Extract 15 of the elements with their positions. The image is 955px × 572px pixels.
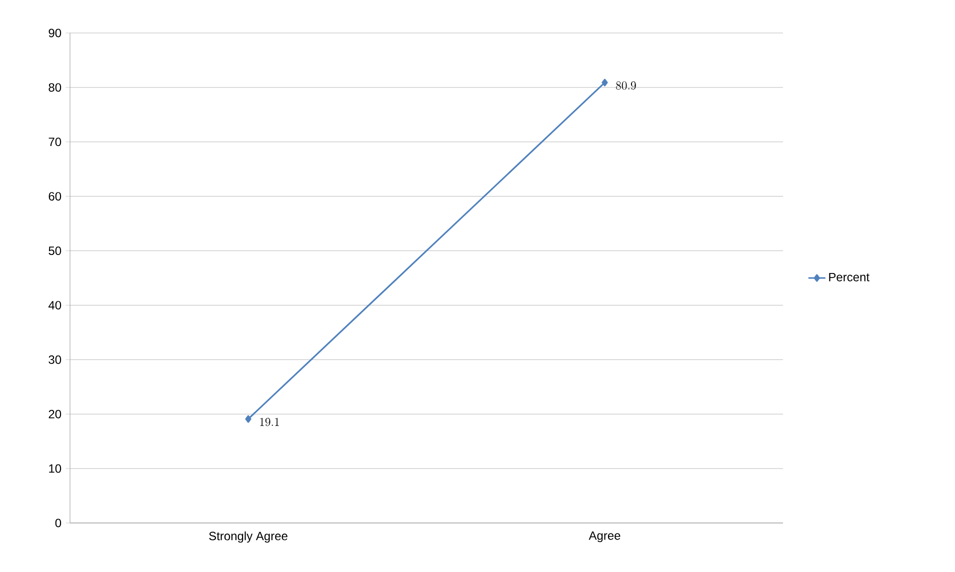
data-label: 19. 1 (260, 418, 279, 426)
y-tick-label: 10 (49, 464, 62, 473)
y-tick-label: 50 (48, 246, 62, 256)
y-tick-label: 20 (48, 410, 62, 418)
y-tick-label: 80 (48, 83, 62, 92)
y-tick-label: 30 (48, 355, 62, 364)
y-tick-label: 90 (48, 28, 62, 38)
x-tick-label: Agree (588, 531, 620, 542)
y-tick-label: 60 (48, 192, 62, 201)
x-tick-label: Strongly Agree (209, 531, 288, 543)
y-tick-label: 40 (48, 300, 62, 310)
legend-label: Percent (829, 272, 870, 282)
data-label: 80.9 (616, 81, 636, 90)
y-tick-label: 0 (55, 518, 62, 528)
y-tick-label: 70 (48, 138, 62, 146)
